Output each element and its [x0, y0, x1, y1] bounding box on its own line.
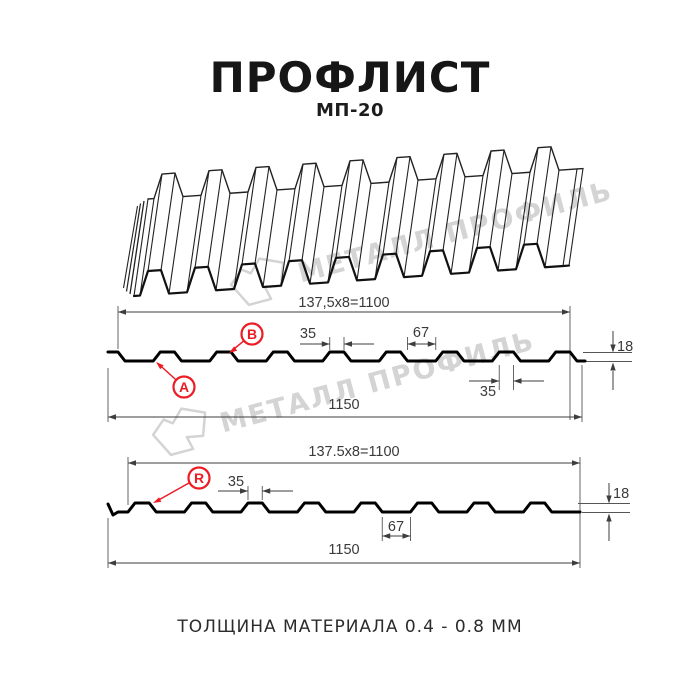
rib-edge [476, 150, 492, 249]
thickness-note: ТОЛЩИНА МАТЕРИАЛА 0.4 - 0.8 ММ [177, 617, 523, 637]
rib-edge [497, 173, 513, 271]
rib-edge [215, 193, 231, 291]
rib-edge [450, 176, 466, 274]
dim-total-top: 1150 [328, 397, 359, 413]
dim-rib-bottom: 35 [480, 384, 496, 400]
rib-edge [241, 167, 257, 265]
dim-rib-top: 35 [300, 326, 316, 342]
rib-edge [429, 154, 445, 252]
rib-edge [489, 150, 505, 248]
dim-total-bottom: 1150 [328, 542, 359, 558]
rib-edge [442, 153, 458, 251]
dimension-arrow [382, 533, 391, 539]
dimension-arrow [240, 488, 248, 494]
label-side-b: B [229, 322, 264, 353]
sheet-back-edge [147, 146, 584, 200]
dim-height-top: 18 [617, 339, 633, 355]
dimension-arrow [407, 341, 416, 347]
rib-edge [160, 173, 176, 271]
rib-edge [262, 189, 278, 288]
sheet-end-edge [129, 200, 145, 295]
rib-edge [536, 146, 552, 244]
dimension-arrow [262, 488, 271, 494]
rib-edge [403, 180, 419, 278]
rib-edge [168, 196, 184, 294]
metall-profil-logo-icon [151, 407, 207, 457]
rib-edge [207, 169, 223, 267]
dimension-arrow [606, 495, 612, 504]
rib-edge [280, 188, 296, 286]
rib-edge [468, 175, 484, 273]
rib-edge [568, 168, 584, 266]
rib-edge [194, 170, 210, 268]
dimension-arrow [321, 341, 330, 347]
rib-edge [356, 183, 372, 281]
rib-edge [309, 186, 325, 284]
dimension-arrow [562, 309, 570, 315]
sheet-end-edge [122, 205, 139, 289]
rib-edge [233, 191, 249, 290]
sheet-front-edge [132, 242, 571, 298]
rib-edge [348, 159, 364, 258]
dimension-arrow [128, 460, 136, 466]
label-b-text: B [247, 326, 257, 342]
rib-edge [288, 164, 304, 262]
rib-edge [544, 170, 560, 268]
label-side-r: R [153, 466, 211, 503]
dimension-arrow [606, 513, 612, 522]
dimension-arrow [574, 414, 582, 420]
cross-section-top [106, 306, 632, 422]
rib-edge [186, 195, 202, 293]
rib-edge [139, 198, 155, 296]
dimension-arrow [572, 460, 580, 466]
dimension-arrow [572, 560, 580, 566]
rib-edge [327, 185, 343, 283]
label-r-circle [187, 466, 211, 490]
dim-pitch-top: 137,5x8=1100 [298, 295, 389, 311]
dimension-arrow [118, 309, 126, 315]
dim-rib-top-2: 35 [228, 474, 244, 490]
rib-edge [421, 178, 437, 276]
dim-height-bottom: 18 [613, 486, 629, 502]
rib-edge [335, 160, 351, 258]
rib-edge [562, 168, 578, 267]
sheet-end-edge [125, 203, 142, 292]
cross-section-bottom [106, 457, 630, 568]
label-a-text: A [179, 379, 189, 395]
rib-edge [382, 157, 398, 255]
rib-edge [133, 198, 149, 297]
rib-edge [523, 147, 539, 245]
dim-valley-2: 67 [388, 519, 404, 535]
dimension-arrow [344, 341, 352, 347]
label-r-text: R [194, 470, 204, 486]
watermark-1: МЕТАЛЛ ПРОФИЛЬ [229, 175, 616, 307]
rib-edge [374, 182, 390, 280]
dim-valley-top: 67 [413, 325, 429, 341]
dimension-arrow [513, 378, 522, 384]
dimension-arrow [108, 560, 116, 566]
label-b-circle [240, 322, 264, 346]
label-side-a: A [156, 362, 196, 399]
dim-pitch-bottom: 137.5x8=1100 [308, 444, 399, 460]
rib-edge [515, 172, 531, 270]
rib-edge [147, 173, 163, 272]
profile-outline-bottom [106, 501, 582, 517]
dimension-arrow [610, 344, 616, 353]
rib-edge [254, 166, 270, 264]
page-subtitle: МП-20 [316, 100, 384, 121]
profile-outline-top [106, 350, 587, 363]
page-title: ПРОФЛИСТ [209, 53, 491, 102]
dimension-arrow [610, 362, 616, 371]
rib-edge [395, 156, 411, 254]
rib-edge [301, 163, 317, 261]
dimension-arrow [427, 341, 436, 347]
dimension-arrow [491, 378, 500, 384]
profile-3d-view [122, 146, 584, 298]
watermark-text: МЕТАЛЛ ПРОФИЛЬ [217, 325, 539, 439]
dimension-arrow [108, 414, 116, 420]
dimension-arrow [402, 533, 411, 539]
label-a-circle [172, 375, 196, 399]
